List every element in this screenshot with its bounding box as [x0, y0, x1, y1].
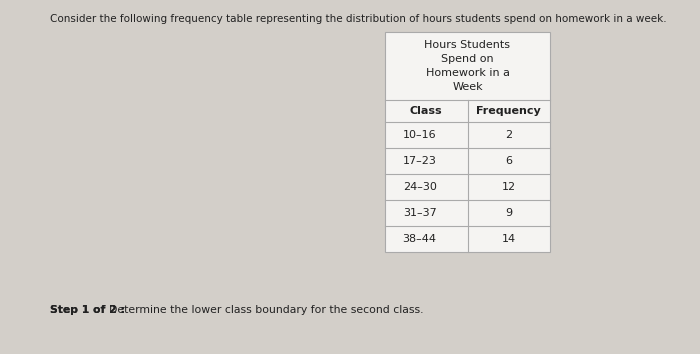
Text: 9: 9 [505, 208, 512, 218]
Text: Consider the following frequency table representing the distribution of hours st: Consider the following frequency table r… [50, 14, 666, 24]
Text: 6: 6 [505, 156, 512, 166]
Text: Frequency: Frequency [477, 106, 541, 116]
Text: 14: 14 [502, 234, 516, 244]
Text: Determine the lower class boundary for the second class.: Determine the lower class boundary for t… [102, 305, 423, 315]
Text: Step 1 of 2 :: Step 1 of 2 : [50, 305, 125, 315]
Text: 17–23: 17–23 [402, 156, 437, 166]
Text: 38–44: 38–44 [402, 234, 437, 244]
Text: Step 1 of 2 :: Step 1 of 2 : [50, 305, 125, 315]
Text: 10–16: 10–16 [402, 130, 437, 140]
Text: 24–30: 24–30 [402, 182, 437, 192]
Text: 31–37: 31–37 [402, 208, 437, 218]
Text: 12: 12 [502, 182, 516, 192]
Text: 2: 2 [505, 130, 512, 140]
Bar [385, 32, 550, 252]
Text: Class: Class [410, 106, 442, 116]
Text: Hours Students
Spend on
Homework in a
Week: Hours Students Spend on Homework in a We… [424, 40, 510, 92]
Text: Step 1 of 2 :  Determine the lower class boundary for the second class.: Step 1 of 2 : Determine the lower class … [50, 305, 438, 315]
